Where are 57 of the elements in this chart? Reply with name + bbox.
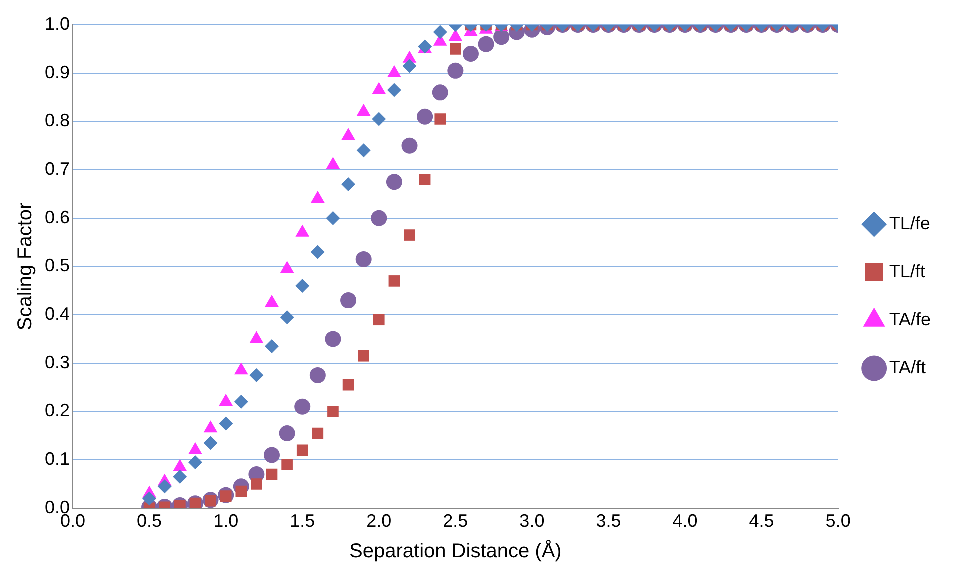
x-tick-label: 2.0 (366, 511, 392, 532)
x-tick-label: 4.0 (672, 511, 698, 532)
point (279, 425, 296, 442)
point (234, 395, 248, 410)
point (282, 459, 293, 471)
y-tick-label: 0.6 (44, 207, 70, 228)
point (342, 379, 354, 391)
legend-label: TA/fe (889, 309, 932, 330)
x-tick-label: 1.5 (290, 511, 316, 532)
legend-label: TL/fe (889, 213, 930, 234)
x-tick-label: 0.5 (137, 511, 162, 532)
x-tick-label: 3.0 (520, 511, 545, 532)
y-tick-label: 0.4 (44, 304, 70, 324)
point (158, 480, 172, 494)
point (296, 279, 310, 294)
point (356, 251, 372, 268)
y-tick-label: 1.0 (44, 14, 70, 34)
point (328, 406, 339, 418)
point (312, 428, 324, 440)
point (264, 447, 280, 464)
point (219, 416, 234, 431)
point (265, 339, 279, 354)
x-tick-label: 3.5 (596, 511, 622, 532)
point (173, 470, 188, 484)
x-axis-title: Separation Distance (Å) (350, 540, 562, 563)
x-tick-label: 2.5 (443, 511, 468, 532)
y-tick-label: 0.5 (44, 256, 70, 276)
y-tick-label: 0.3 (44, 352, 70, 372)
point (250, 368, 264, 382)
y-axis-title: Scaling Factor (14, 202, 37, 331)
y-tick-label: 0.1 (44, 449, 70, 470)
point (188, 455, 202, 470)
y-tick-label: 0.8 (44, 110, 70, 131)
legend-label: TA/ft (889, 357, 926, 378)
y-tick-label: 0.9 (44, 62, 70, 82)
point (294, 398, 311, 415)
point (296, 444, 308, 456)
point (310, 245, 325, 260)
x-tick-label: 5.0 (826, 511, 851, 532)
point (358, 350, 370, 362)
point (388, 276, 400, 287)
point (280, 310, 294, 324)
legend-label: TL/ft (889, 261, 926, 282)
point (204, 436, 218, 450)
y-tick-label: 0.2 (44, 400, 70, 421)
point (266, 468, 278, 480)
point (340, 292, 357, 309)
x-tick-label: 1.0 (214, 511, 239, 532)
point (404, 230, 416, 241)
point (310, 367, 326, 384)
point (325, 331, 342, 348)
point (251, 478, 262, 490)
point (142, 492, 157, 506)
x-tick-label: 4.5 (749, 511, 774, 532)
point (373, 314, 385, 326)
point (173, 459, 188, 472)
y-tick-label: 0.7 (44, 158, 70, 179)
